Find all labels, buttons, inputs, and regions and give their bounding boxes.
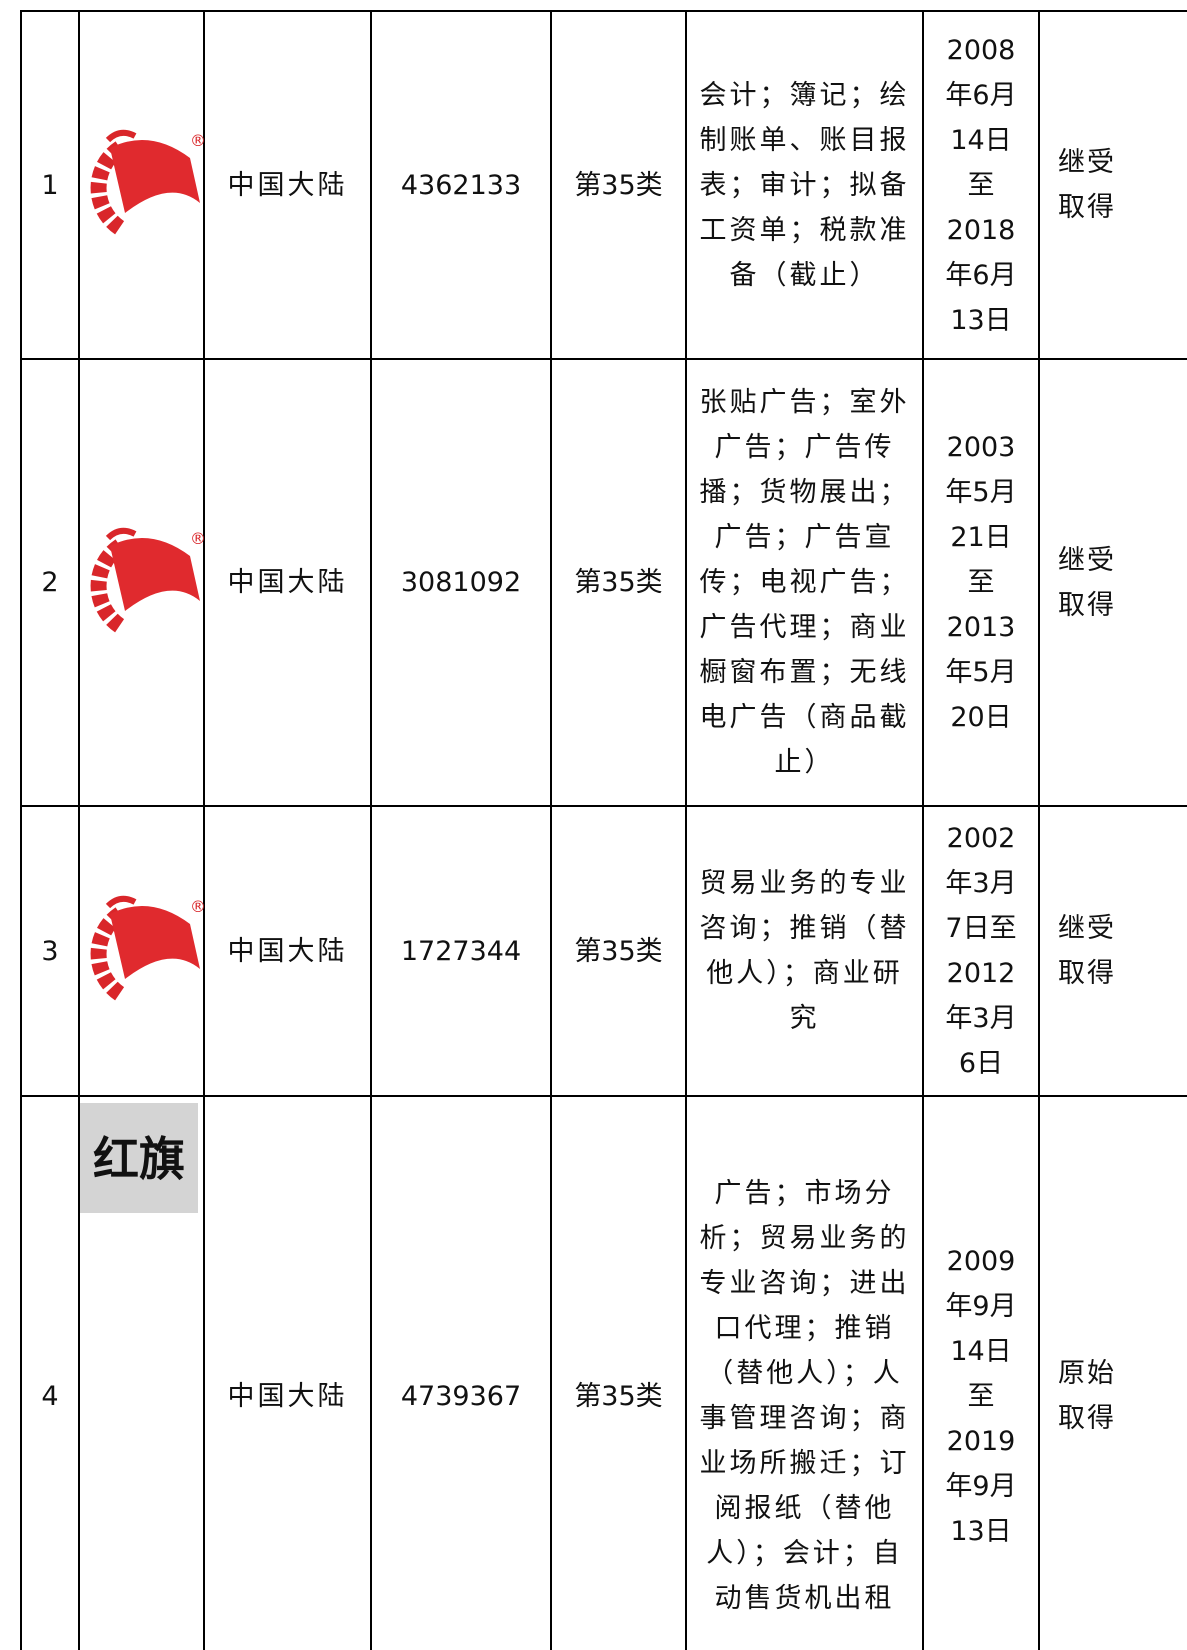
class: 第35类 [550, 358, 687, 807]
logo-bg [80, 1103, 198, 1213]
row-number: 2 [20, 358, 80, 807]
acquisition-text: 继受取得 [1058, 147, 1116, 223]
registration-number: 3081092 [370, 358, 552, 807]
region: 中国大陆 [203, 358, 372, 807]
validity-period: 2008年6月14日至2018年6月13日 [922, 10, 1040, 360]
registration-number: 4739367 [370, 1095, 552, 1650]
logo-shape [110, 537, 200, 611]
class: 第35类 [550, 1095, 687, 1650]
acquisition-text: 继受取得 [1058, 544, 1116, 621]
validity-period: 2002年3月7日至2012年3月6日 [922, 805, 1040, 1097]
registration-number: 1727344 [370, 805, 552, 1097]
table-row: 4 红旗 中国大陆 4739367 第35类 广告；市场分析；贸易业务的专业咨询；进出口代… [20, 1095, 1187, 1650]
table-row: 2 红旗 ® 中国大陆 3081092 第35类 张贴广告；室外广告；广告传播；货物展出；广… [20, 358, 1187, 807]
acquisition-text: 继受取得 [1058, 913, 1116, 989]
logo-shape [110, 906, 200, 979]
logo-mark: ® [190, 897, 205, 916]
registration-number: 4362133 [370, 10, 552, 360]
logo-mark: ® [190, 529, 205, 548]
region: 中国大陆 [203, 10, 372, 360]
logo: 红旗 ® [90, 895, 206, 1001]
row-number: 4 [20, 1095, 80, 1650]
row-number: 1 [20, 10, 80, 360]
logo-shape [90, 907, 125, 1001]
services: 贸易业务的专业咨询；推销（替他人）；商业研究 [685, 805, 924, 1097]
logo-shape [90, 141, 125, 235]
logo-mark: ® [190, 131, 205, 150]
logo-text: 红旗 [93, 1132, 185, 1186]
services: 张贴广告；室外广告；广告传播；货物展出；广告；广告宣传；电视广告；广告代理；商业… [685, 358, 924, 807]
table-row: 3 红旗 ® 中国大陆 1727344 第35类 贸易业务的专业咨询；推销（替他人）；商业研… [20, 805, 1187, 1097]
logo-cell: 红旗 ® [78, 10, 206, 360]
logo-shape [105, 895, 137, 909]
region: 中国大陆 [203, 805, 372, 1097]
validity-period: 2009年9月14日至2019年9月13日 [922, 1095, 1040, 1650]
acquisition: 继受取得 [1038, 805, 1187, 1097]
acquisition: 继受取得 [1038, 358, 1187, 807]
acquisition: 继受取得 [1038, 10, 1187, 360]
logo-shape [110, 140, 200, 213]
row-number: 3 [20, 805, 80, 1097]
class: 第35类 [550, 805, 687, 1097]
class: 第35类 [550, 10, 687, 360]
logo-cell: 红旗 ® [78, 358, 206, 807]
logo-cell: 红旗 ® [78, 805, 206, 1097]
trademark-table: 1 红旗 ® 中国大陆 4362133 第35类 会计；簿记；绘制账单、账目报表；审计；拟备… [20, 10, 1187, 1650]
services: 会计；簿记；绘制账单、账目报表；审计；拟备工资单；税款准备（截止） [685, 10, 924, 360]
logo-text: 红旗 [150, 969, 185, 988]
region: 中国大陆 [203, 1095, 372, 1650]
validity-period: 2003年5月21日至2013年5月20日 [922, 358, 1040, 807]
logo-text: 红旗 [150, 203, 185, 222]
logo-cell: 红旗 [78, 1095, 205, 1650]
services: 广告；市场分析；贸易业务的专业咨询；进出口代理；推销（替他人）；人事管理咨询；商… [685, 1095, 924, 1650]
logo-shape [90, 538, 125, 633]
logo-shape [105, 129, 137, 143]
logo: 红旗 ® [90, 527, 206, 633]
logo: 红旗 ® [90, 129, 206, 235]
acquisition: 原始取得 [1038, 1095, 1187, 1650]
logo: 红旗 [80, 1103, 198, 1213]
table-row: 1 红旗 ® 中国大陆 4362133 第35类 会计；簿记；绘制账单、账目报表；审计；拟备… [20, 10, 1187, 360]
logo-text: 红旗 [150, 601, 185, 620]
acquisition-text: 原始取得 [1058, 1358, 1116, 1434]
logo-shape [105, 527, 137, 540]
